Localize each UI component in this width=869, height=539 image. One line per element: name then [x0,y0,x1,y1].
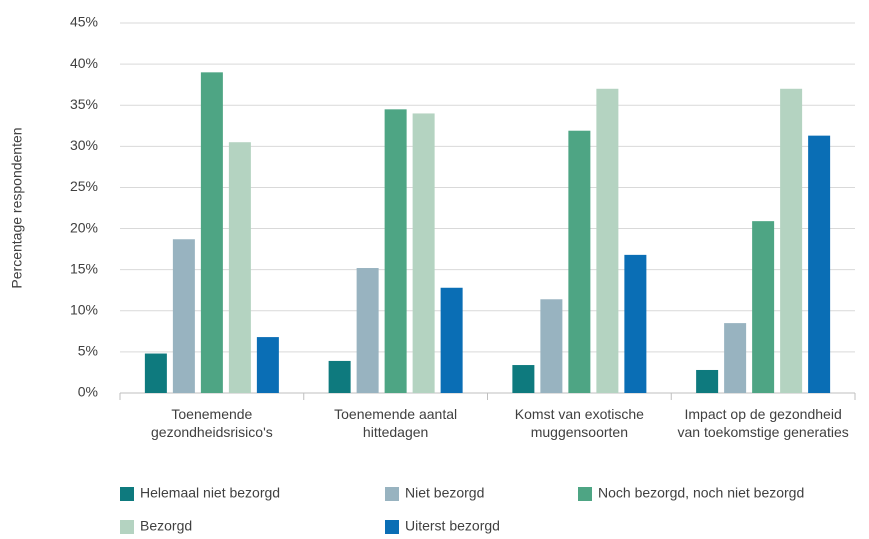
bar [356,268,379,393]
legend-swatch [120,487,134,501]
legend-label: Uiterst bezorgd [405,518,500,534]
bar [228,142,251,393]
legend-swatch [385,487,399,501]
legend-label: Bezorgd [140,518,192,534]
bar [144,353,167,393]
bar [624,254,647,393]
bar [172,239,195,393]
bar [200,72,223,393]
y-tick-label: 30% [70,137,98,153]
legend-swatch [120,520,134,534]
x-tick-label: Komst van exotische muggensoorten [514,406,644,440]
x-tick-label: Toenemende gezondheidsrisico's [151,406,273,440]
bar [696,369,719,393]
y-tick-label: 45% [70,14,98,30]
x-tick-label: Toenemende aantal hittedagen [334,406,458,440]
y-tick-label: 25% [70,178,98,194]
bar [568,130,591,393]
x-tick-label: Impact op de gezondheid van toekomstige … [677,406,849,440]
bar [412,113,435,393]
bar [808,135,831,393]
legend-label: Niet bezorgd [405,485,484,501]
legend-label: Helemaal niet bezorgd [140,485,280,501]
y-tick-label: 10% [70,301,98,317]
y-tick-label: 5% [78,343,98,359]
bar [384,109,407,393]
bar [780,88,803,394]
y-tick-label: 20% [70,219,98,235]
legend-swatch [385,520,399,534]
bar [512,365,535,393]
bar [440,287,463,393]
bar [328,360,351,393]
legend-swatch [578,487,592,501]
bar [256,337,279,393]
bar [596,88,619,394]
y-tick-label: 40% [70,55,98,71]
bar [752,221,775,393]
y-axis-label: Percentage respondenten [9,127,25,288]
y-tick-label: 15% [70,260,98,276]
legend-label: Noch bezorgd, noch niet bezorgd [598,485,804,501]
bar [724,323,747,393]
bar [540,299,563,393]
y-tick-label: 0% [78,384,98,400]
y-tick-label: 35% [70,96,98,112]
